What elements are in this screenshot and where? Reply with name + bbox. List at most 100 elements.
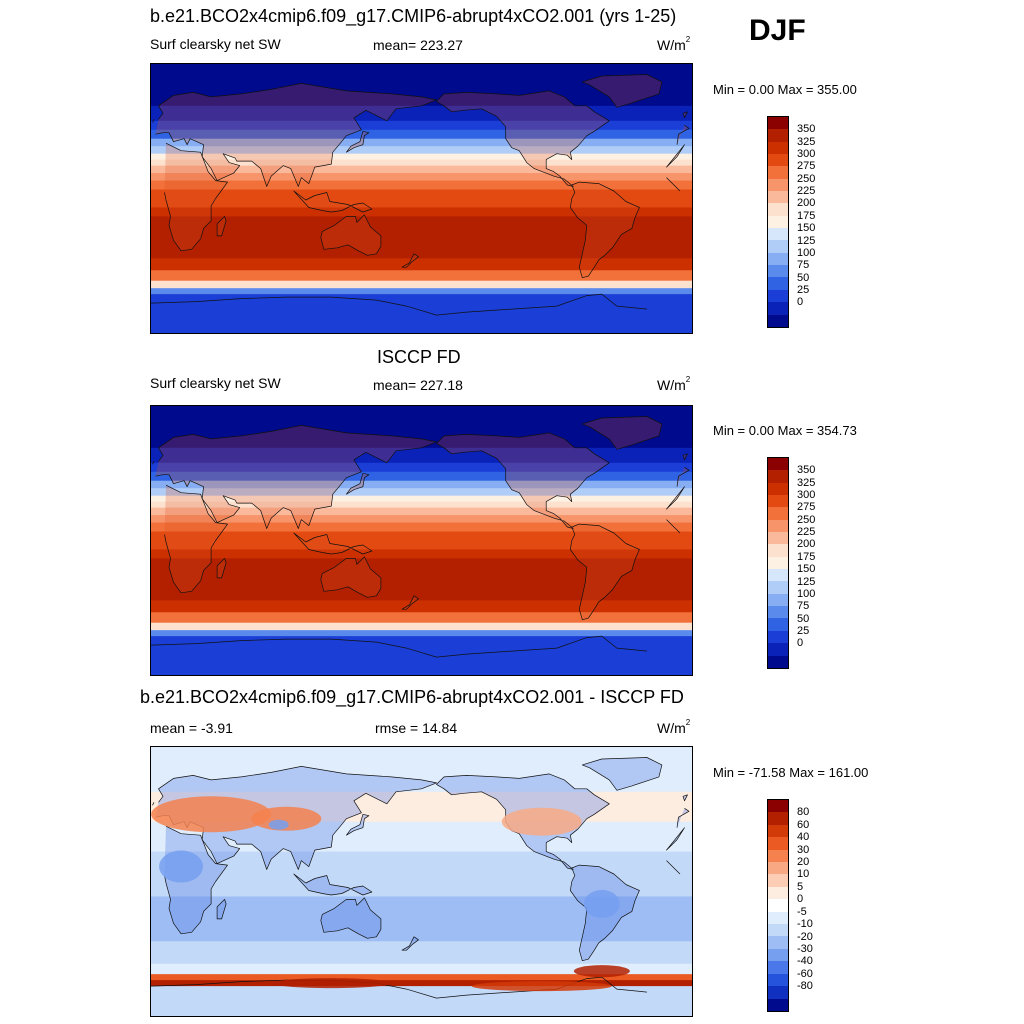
colorbar-swatch — [768, 973, 788, 987]
colorbar-swatch — [768, 606, 788, 619]
colorbar-swatch — [768, 911, 788, 925]
map-svg — [151, 747, 692, 1016]
colorbar-swatch — [768, 203, 788, 216]
colorbar-tick-label: 100 — [797, 587, 816, 600]
colorbar-swatch — [768, 482, 788, 496]
panel3-units: W/m2 — [657, 718, 691, 736]
colorbar-swatch — [768, 507, 788, 520]
colorbar-swatch — [768, 630, 788, 644]
panel3-colorbar — [767, 799, 789, 1012]
colorbar-swatch — [768, 265, 788, 278]
colorbar-swatch — [768, 141, 788, 155]
colorbar-tick-label: 80 — [797, 806, 810, 819]
colorbar-tick-label: 300 — [797, 148, 816, 161]
panel3-title: b.e21.BCO2x4cmip6.f09_g17.CMIP6-abrupt4x… — [140, 687, 684, 707]
colorbar-swatch — [768, 495, 788, 508]
colorbar-tick-label: 200 — [797, 197, 816, 210]
colorbar-tick-label: 5 — [797, 880, 804, 893]
colorbar-swatch — [768, 643, 788, 656]
colorbar-tick-label: 175 — [797, 209, 816, 222]
colorbar-swatch — [768, 812, 788, 825]
colorbar-tick-label: 150 — [797, 563, 816, 576]
colorbar-swatch — [768, 240, 788, 253]
colorbar-tick-label: 125 — [797, 234, 816, 247]
colorbar-tick-label: 150 — [797, 222, 816, 235]
colorbar-tick-label: 25 — [797, 624, 810, 637]
panel3-rmse: rmse = 14.84 — [375, 720, 458, 736]
colorbar-tick-label: 60 — [797, 818, 810, 831]
panel1-colorbar — [767, 116, 789, 328]
panel1-map — [150, 63, 693, 334]
colorbar-swatch — [768, 166, 788, 179]
colorbar-swatch — [768, 569, 788, 582]
colorbar-swatch — [768, 986, 788, 999]
colorbar-swatch — [768, 154, 788, 167]
colorbar-swatch — [768, 800, 788, 813]
colorbar-swatch — [768, 228, 788, 241]
colorbar-tick-label: -60 — [797, 967, 813, 980]
colorbar-swatch — [768, 544, 788, 557]
colorbar-swatch — [768, 302, 788, 315]
colorbar-tick-label: -80 — [797, 980, 813, 993]
panel3-map — [150, 746, 693, 1017]
colorbar-tick-label: 325 — [797, 135, 816, 148]
colorbar-swatch — [768, 886, 788, 900]
panel1-title: b.e21.BCO2x4cmip6.f09_g17.CMIP6-abrupt4x… — [150, 6, 677, 26]
colorbar-tick-label: 325 — [797, 476, 816, 489]
colorbar-swatch — [768, 961, 788, 974]
panel1-units: W/m2 — [657, 35, 691, 53]
colorbar-swatch — [768, 948, 788, 962]
colorbar-swatch — [768, 556, 788, 570]
panel2-left-label: Surf clearsky net SW — [150, 375, 281, 391]
colorbar-swatch — [768, 824, 788, 838]
map-svg — [151, 64, 692, 333]
colorbar-swatch — [768, 277, 788, 290]
colorbar-tick-label: 100 — [797, 246, 816, 259]
colorbar-swatch — [768, 593, 788, 607]
panel2-title: ISCCP FD — [377, 347, 461, 367]
colorbar-tick-label: -5 — [797, 905, 807, 918]
panel2-minmax: Min = 0.00 Max = 354.73 — [713, 423, 857, 438]
colorbar-tick-label: 225 — [797, 526, 816, 539]
colorbar-swatch — [768, 581, 788, 594]
colorbar-swatch — [768, 117, 788, 130]
colorbar-tick-label: 250 — [797, 513, 816, 526]
colorbar-swatch — [768, 314, 788, 327]
panel3-minmax: Min = -71.58 Max = 161.00 — [713, 765, 869, 780]
colorbar-tick-label: -10 — [797, 918, 813, 931]
colorbar-swatch — [768, 215, 788, 229]
colorbar-swatch — [768, 837, 788, 850]
colorbar-tick-label: -30 — [797, 942, 813, 955]
panel2-mean: mean= 227.18 — [373, 377, 463, 393]
colorbar-swatch — [768, 470, 788, 483]
colorbar-tick-label: 25 — [797, 283, 810, 296]
panel1-minmax: Min = 0.00 Max = 355.00 — [713, 82, 857, 97]
colorbar-swatch — [768, 289, 788, 303]
panel2-units: W/m2 — [657, 375, 691, 393]
colorbar-swatch — [768, 618, 788, 631]
colorbar-tick-label: 50 — [797, 271, 810, 284]
colorbar-swatch — [768, 519, 788, 533]
colorbar-tick-label: -20 — [797, 930, 813, 943]
colorbar-tick-label: 0 — [797, 893, 804, 906]
panel2-map — [150, 405, 693, 676]
colorbar-swatch — [768, 458, 788, 471]
colorbar-tick-label: 30 — [797, 843, 810, 856]
colorbar-tick-label: 350 — [797, 123, 816, 136]
colorbar-tick-label: 275 — [797, 160, 816, 173]
colorbar-tick-label: 250 — [797, 172, 816, 185]
season-label: DJF — [749, 14, 806, 47]
colorbar-swatch — [768, 849, 788, 863]
panel1-left-label: Surf clearsky net SW — [150, 36, 281, 52]
colorbar-swatch — [768, 924, 788, 937]
colorbar-tick-label: 300 — [797, 489, 816, 502]
colorbar-tick-label: 175 — [797, 550, 816, 563]
colorbar-tick-label: 0 — [797, 296, 804, 309]
colorbar-swatch — [768, 252, 788, 266]
colorbar-tick-label: 275 — [797, 501, 816, 514]
colorbar-tick-label: 350 — [797, 464, 816, 477]
panel1-mean: mean= 223.27 — [373, 37, 463, 53]
colorbar-swatch — [768, 129, 788, 142]
colorbar-tick-label: 200 — [797, 538, 816, 551]
map-svg — [151, 406, 692, 675]
